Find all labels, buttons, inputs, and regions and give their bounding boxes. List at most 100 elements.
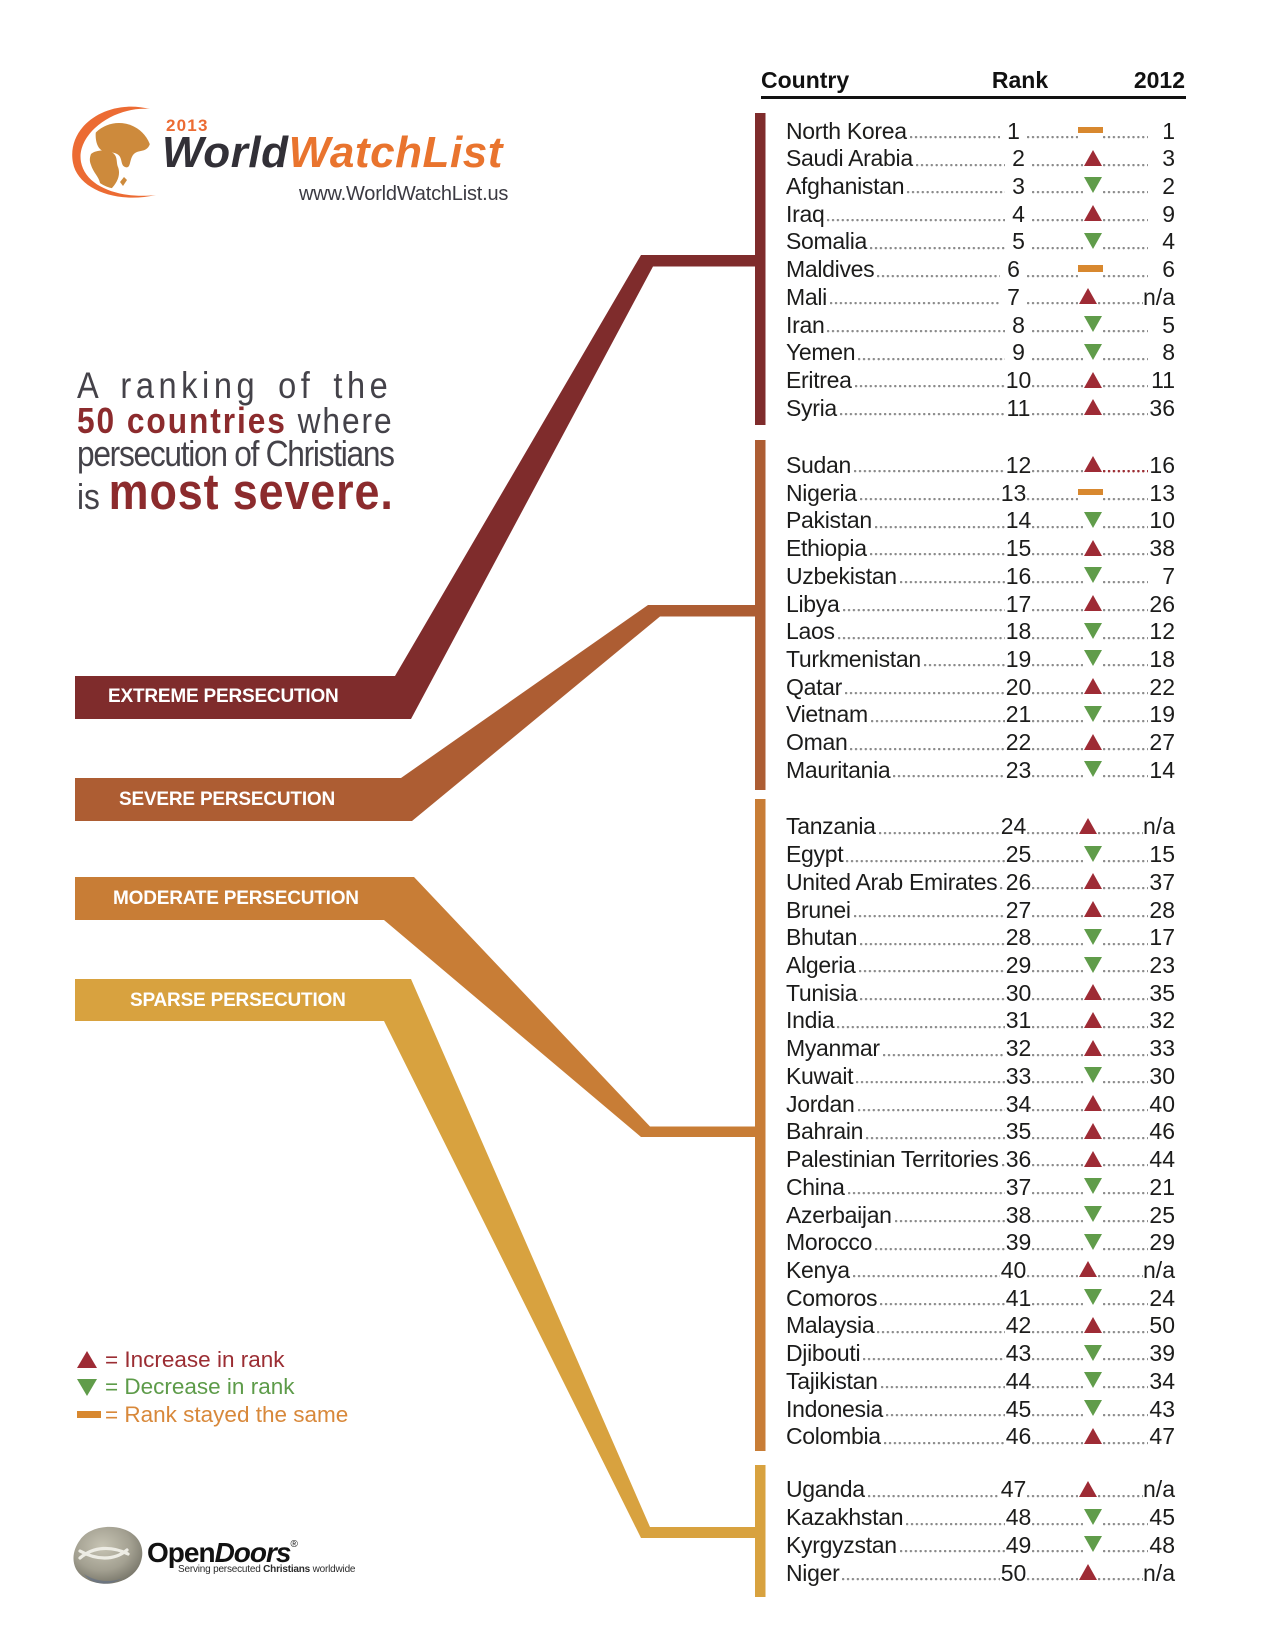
change-indicator xyxy=(1083,232,1103,249)
dot-leader xyxy=(1103,1284,1148,1313)
dot-leader xyxy=(1032,1201,1083,1229)
dot-leader xyxy=(863,1339,1005,1368)
prev-rank-value: 1 xyxy=(1162,117,1175,144)
decrease-icon xyxy=(1084,705,1102,722)
dot-leader xyxy=(1103,1367,1148,1396)
dot-leader xyxy=(839,394,1005,423)
prev-rank-value: 46 xyxy=(1149,1118,1175,1145)
dot-leader xyxy=(1098,813,1144,841)
dot-leader xyxy=(1103,1228,1148,1257)
dot-leader xyxy=(1032,562,1083,591)
table-row: Tunisia 30 35 xyxy=(786,979,1177,1008)
rank-value: 22 xyxy=(1005,729,1032,756)
prev-rank-value: 19 xyxy=(1149,701,1175,728)
change-indicator xyxy=(1083,956,1103,973)
prev-rank-value: 43 xyxy=(1149,1395,1175,1422)
dot-leader xyxy=(1032,228,1083,256)
intro-line4-prefix: is xyxy=(77,475,109,517)
rank-value: 10 xyxy=(1005,367,1032,394)
dot-leader xyxy=(1032,394,1083,423)
dot-leader xyxy=(1103,1034,1148,1063)
prev-rank-value: n/a xyxy=(1143,813,1175,840)
decrease-icon xyxy=(1084,1289,1102,1306)
table-row: Egypt 25 15 xyxy=(786,840,1177,869)
country-name: Mauritania xyxy=(786,756,891,783)
country-name: Kyrgyzstan xyxy=(786,1531,897,1558)
dot-leader xyxy=(1103,617,1148,646)
change-indicator xyxy=(1083,1039,1103,1056)
table-row: Myanmar 32 33 xyxy=(786,1034,1177,1063)
rank-value: 3 xyxy=(1012,172,1025,199)
country-name: Libya xyxy=(786,590,840,617)
registered-mark: ® xyxy=(290,1539,298,1550)
prev-rank-value: 27 xyxy=(1149,729,1175,756)
country-name: North Korea xyxy=(786,117,907,144)
dot-leader xyxy=(1103,1145,1148,1174)
increase-icon xyxy=(1079,1564,1098,1581)
dot-leader xyxy=(1032,1422,1083,1451)
decrease-icon xyxy=(1084,650,1102,667)
rank-value: 44 xyxy=(1005,1367,1032,1394)
change-indicator xyxy=(1083,1067,1103,1084)
table-row: Kazakhstan 48 45 xyxy=(786,1503,1177,1532)
increase-icon xyxy=(1084,539,1102,556)
dot-leader xyxy=(847,1173,1005,1202)
country-name: Turkmenistan xyxy=(786,645,921,672)
dot-leader xyxy=(866,1118,1005,1146)
dot-leader xyxy=(1032,645,1083,674)
dot-leader xyxy=(1103,756,1148,785)
decrease-icon xyxy=(1084,622,1102,639)
change-indicator xyxy=(1083,1344,1103,1361)
brand-name: WorldWatchList xyxy=(162,128,503,178)
dot-leader xyxy=(1103,172,1148,201)
tagline-post: worldwide xyxy=(310,1564,356,1575)
table-row: Ethiopia 15 38 xyxy=(786,534,1177,563)
dot-leader xyxy=(1032,507,1083,535)
dot-leader xyxy=(877,1312,1005,1340)
rank-value: 38 xyxy=(1005,1201,1032,1228)
dot-leader xyxy=(1103,117,1148,145)
rank-value: 42 xyxy=(1005,1312,1032,1339)
rank-value: 47 xyxy=(1000,1476,1027,1503)
table-row: Yemen 9 8 xyxy=(786,338,1177,367)
decrease-icon xyxy=(1084,761,1102,778)
group2-bar xyxy=(755,440,766,790)
brand-url[interactable]: www.WorldWatchList.us xyxy=(299,183,509,205)
prev-rank-value: 12 xyxy=(1149,618,1175,645)
country-name: Comoros xyxy=(786,1284,878,1311)
country-name: Oman xyxy=(786,729,848,756)
dot-leader xyxy=(899,1531,1005,1560)
country-name: Saudi Arabia xyxy=(786,145,913,172)
dot-leader xyxy=(1032,868,1083,897)
change-indicator xyxy=(1078,488,1103,496)
dot-leader xyxy=(1103,1007,1148,1035)
decrease-icon xyxy=(1084,1508,1102,1525)
table-row: Sudan 12 16 xyxy=(786,451,1177,480)
country-name: Algeria xyxy=(786,952,856,979)
dot-leader xyxy=(1032,366,1083,395)
dot-leader xyxy=(883,1422,1005,1451)
rank-value: 40 xyxy=(1000,1256,1027,1283)
decrease-icon xyxy=(1084,1400,1102,1417)
dot-leader xyxy=(1103,1062,1148,1091)
dot-leader xyxy=(1098,1476,1144,1504)
change-indicator xyxy=(1083,1095,1103,1112)
country-name: Iraq xyxy=(786,200,825,227)
prev-rank-value: 38 xyxy=(1149,535,1175,562)
increase-icon xyxy=(1084,1316,1102,1333)
country-name: Jordan xyxy=(786,1090,855,1117)
dot-leader xyxy=(1032,1228,1083,1257)
country-name: Djibouti xyxy=(786,1340,861,1367)
dot-leader xyxy=(827,200,1005,229)
rank-value: 17 xyxy=(1005,590,1032,617)
dot-leader xyxy=(899,562,1005,591)
table-row: Colombia 46 47 xyxy=(786,1422,1177,1451)
increase-icon xyxy=(1084,1150,1102,1167)
table-row: Malaysia 42 50 xyxy=(786,1312,1177,1340)
table-row: Uganda 47 n/a xyxy=(786,1476,1177,1504)
prev-rank-value: 16 xyxy=(1149,451,1175,478)
country-name: Palestinian Territories xyxy=(786,1146,999,1173)
increase-icon xyxy=(1084,1011,1102,1028)
change-indicator xyxy=(1083,678,1103,695)
rank-value: 35 xyxy=(1005,1118,1032,1145)
